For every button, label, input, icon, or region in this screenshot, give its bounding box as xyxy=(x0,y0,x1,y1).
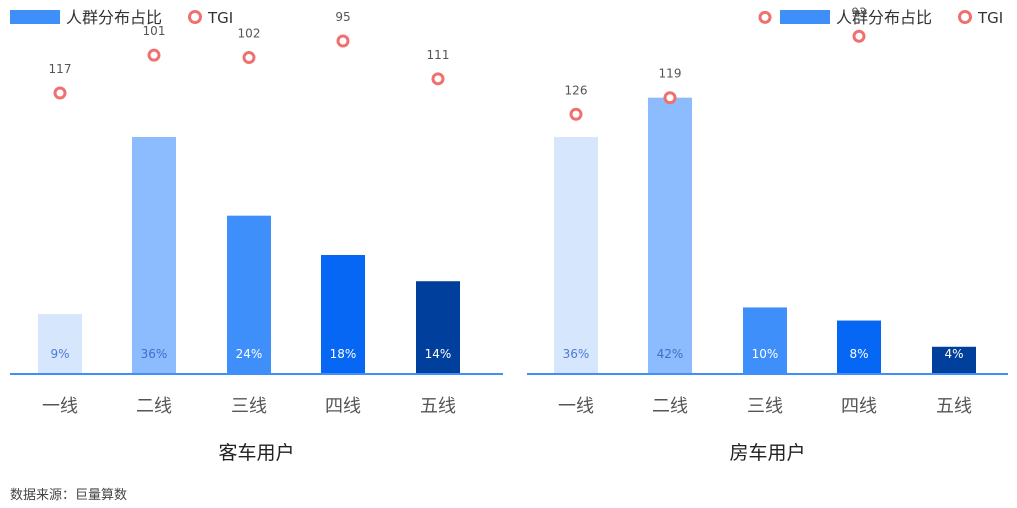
tgi-point xyxy=(431,72,445,86)
x-tick-label: 五线 xyxy=(420,396,456,417)
bar xyxy=(227,215,271,373)
x-tick-label: 五线 xyxy=(936,396,972,417)
chart-panel-passenger-car: 人群分布占比 TGI 9% 一线 36% 二线 24% 三线 18% 四线 14% 五线 117 101 1… xyxy=(10,8,503,464)
tgi-point xyxy=(569,107,583,121)
legend-tgi-marker xyxy=(188,10,202,24)
bar xyxy=(932,346,976,373)
x-tick-label: 四线 xyxy=(325,396,361,417)
tgi-point xyxy=(663,91,677,105)
x-tick-label: 二线 xyxy=(136,396,172,417)
tgi-value-label: 95 xyxy=(335,10,350,24)
bar-value-label: 9% xyxy=(50,347,69,361)
legend-bar-swatch xyxy=(10,10,60,24)
bar xyxy=(416,281,460,373)
chart-panel-rv: 人群分布占比TGI36%一线42%二线10%三线8%四线4%五线12611985… xyxy=(527,0,1008,464)
bar xyxy=(554,137,598,373)
bar-value-label: 42% xyxy=(657,347,684,361)
tgi-point xyxy=(147,48,161,62)
legend-tgi-label: TGI xyxy=(207,9,233,27)
bar xyxy=(837,320,881,373)
tgi-value-label: 102 xyxy=(238,27,261,41)
bar-value-label: 10% xyxy=(752,347,779,361)
legend-tgi-label: TGI xyxy=(977,9,1003,27)
x-tick-label: 三线 xyxy=(231,396,267,417)
tgi-point xyxy=(758,10,772,24)
tgi-point xyxy=(242,51,256,65)
bar xyxy=(648,97,692,374)
bar-value-label: 4% xyxy=(944,347,963,361)
x-tick-label: 一线 xyxy=(558,396,594,417)
x-tick-label: 四线 xyxy=(841,396,877,417)
tgi-point xyxy=(852,29,866,43)
legend-bar-label: 人群分布占比 xyxy=(836,8,932,27)
data-source-note: 数据来源：巨量算数 xyxy=(10,488,128,503)
tgi-value-label: 119 xyxy=(659,67,682,81)
tgi-point xyxy=(336,34,350,48)
bar xyxy=(743,307,787,373)
tgi-value-label: 101 xyxy=(143,24,166,38)
tgi-value-label: 111 xyxy=(427,48,450,62)
bar-value-label: 24% xyxy=(236,347,263,361)
tgi-point xyxy=(53,86,67,100)
tgi-value-label: 117 xyxy=(49,62,72,76)
bar-value-label: 8% xyxy=(849,347,868,361)
bar xyxy=(321,255,365,373)
tgi-value-label: 93 xyxy=(851,5,866,19)
bar-value-label: 36% xyxy=(141,347,168,361)
chart-title: 客车用户 xyxy=(218,442,294,464)
legend-bar-label: 人群分布占比 xyxy=(66,8,162,27)
chart-title: 房车用户 xyxy=(729,442,805,464)
x-tick-label: 二线 xyxy=(652,396,688,417)
legend-tgi-marker xyxy=(958,10,972,24)
x-tick-label: 一线 xyxy=(42,396,78,417)
bar xyxy=(132,137,176,373)
bar-value-label: 36% xyxy=(563,347,590,361)
bar-value-label: 14% xyxy=(425,347,452,361)
bar xyxy=(38,314,82,373)
x-tick-label: 三线 xyxy=(747,396,783,417)
tgi-value-label: 126 xyxy=(565,83,588,97)
bar-value-label: 18% xyxy=(330,347,357,361)
legend-bar-swatch xyxy=(780,10,830,24)
